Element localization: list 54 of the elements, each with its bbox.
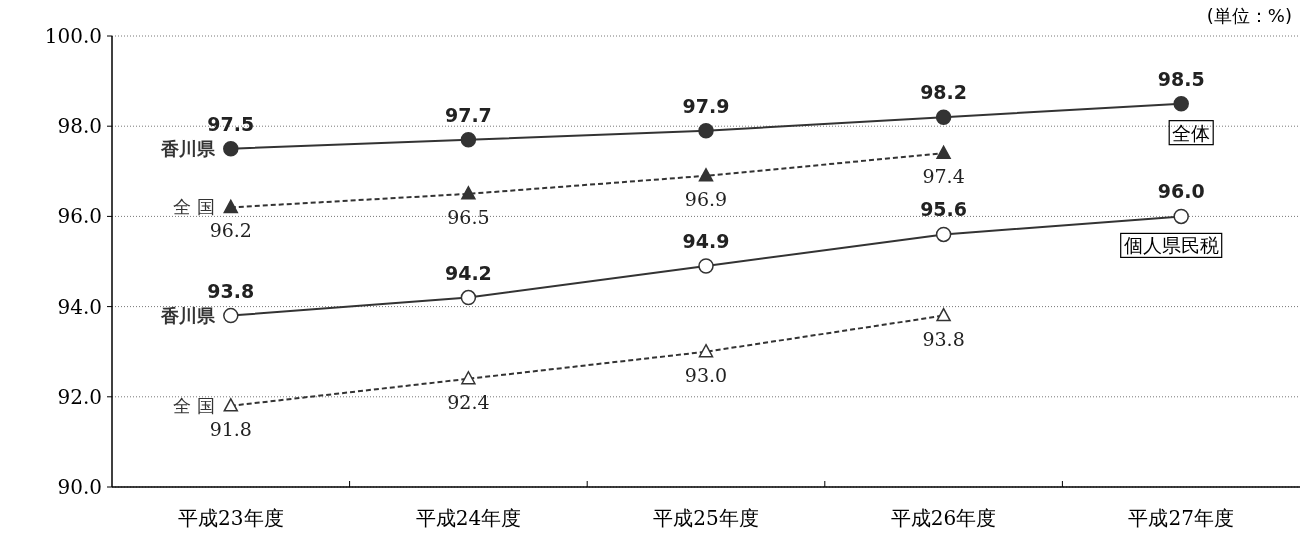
- point: [936, 145, 951, 160]
- data-label: 96.0: [1157, 180, 1205, 203]
- data-label: 93.0: [684, 363, 728, 386]
- data-label: 96.9: [684, 187, 728, 210]
- point: [460, 289, 477, 306]
- x-tick-label: 平成23年度: [178, 506, 284, 530]
- data-label: 93.8: [922, 327, 965, 350]
- y-tick-label: 94.0: [57, 294, 102, 319]
- annotation: 個人県民税: [1123, 234, 1219, 257]
- point: [461, 186, 476, 200]
- y-tick-label: 100.0: [44, 24, 102, 48]
- series-label: 全 国: [173, 196, 215, 218]
- point: [1173, 95, 1189, 112]
- y-tick-label: 98.0: [57, 114, 102, 139]
- point: [698, 343, 714, 358]
- data-label: 96.5: [447, 205, 490, 228]
- point: [698, 168, 714, 182]
- point: [935, 109, 952, 125]
- series-label: 香川県: [159, 304, 216, 326]
- data-label: 94.9: [682, 230, 730, 253]
- point: [936, 307, 951, 322]
- text: (単位：%): [1206, 5, 1292, 26]
- point: [223, 141, 239, 157]
- data-label: 98.5: [1157, 67, 1205, 90]
- data-label: 93.8: [207, 279, 255, 302]
- data-label: 92.4: [447, 390, 490, 413]
- data-label: 91.8: [209, 417, 252, 440]
- data-label: 97.4: [922, 165, 965, 188]
- x-tick-label: 平成27年度: [1128, 506, 1234, 530]
- data-label: 98.2: [920, 81, 968, 104]
- y-tick-label: 90.0: [57, 475, 102, 499]
- data-label: 94.2: [444, 261, 492, 284]
- y-tick-label: 92.0: [57, 384, 102, 409]
- point: [698, 258, 714, 274]
- point: [223, 398, 239, 412]
- annotation: 全体: [1172, 121, 1211, 144]
- data-label: 97.5: [207, 112, 255, 135]
- x-tick-label: 平成24年度: [415, 506, 522, 530]
- data-label: 95.6: [920, 198, 968, 221]
- point: [461, 371, 476, 385]
- point: [1173, 208, 1189, 225]
- data-label: 96.2: [209, 219, 252, 242]
- series-label: 香川県: [159, 137, 216, 159]
- x-tick-label: 平成25年度: [653, 506, 759, 530]
- point: [935, 226, 952, 243]
- point: [223, 307, 239, 324]
- x-tick-label: 平成26年度: [890, 506, 997, 530]
- data-label: 97.7: [444, 103, 492, 126]
- point: [460, 131, 477, 148]
- point: [223, 199, 239, 214]
- point: [698, 122, 714, 139]
- y-tick-label: 96.0: [57, 204, 102, 229]
- data-label: 97.9: [682, 94, 730, 117]
- series-label: 全 国: [173, 394, 215, 416]
